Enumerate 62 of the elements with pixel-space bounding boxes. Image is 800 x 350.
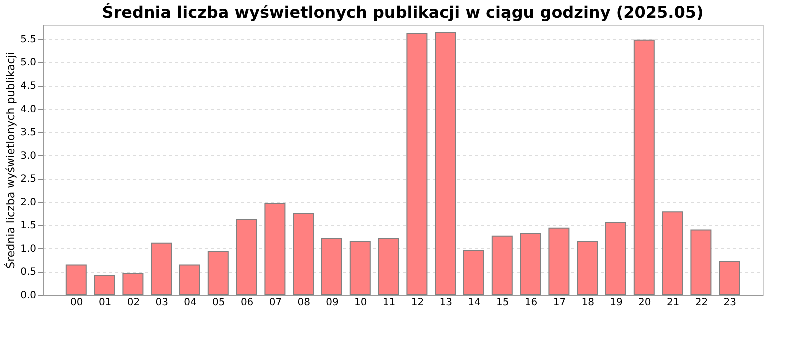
y-tick-label: 5.0 (20, 58, 36, 69)
bar (577, 240, 598, 296)
x-tick-label: 12 (411, 298, 424, 308)
bar (208, 251, 229, 296)
y-tick-label: 4.0 (20, 104, 36, 116)
x-tick-label: 22 (695, 298, 708, 308)
y-tick-label: 1.5 (20, 220, 36, 232)
chart-title: Średnia liczba wyświetlonych publikacji w ciągu godziny (2025.05) (102, 3, 704, 22)
bar (180, 264, 200, 296)
y-tick-label: 1.0 (20, 244, 36, 255)
y-tick-label: 5.5 (20, 34, 36, 46)
x-tick-label: 13 (440, 298, 452, 308)
bar (464, 250, 484, 296)
x-tick-label: 06 (240, 298, 254, 308)
x-tick-label: 05 (212, 298, 226, 308)
x-tick-label: 08 (298, 298, 310, 308)
x-tick-label: 11 (382, 298, 396, 308)
x-tick-label: 09 (326, 298, 339, 308)
y-tick-label: 3.5 (20, 128, 36, 139)
x-tick-label: 21 (666, 298, 680, 308)
bar (406, 33, 428, 296)
bar (634, 40, 655, 296)
x-tick-label: 00 (70, 298, 84, 308)
x-tick-label: 16 (524, 298, 538, 308)
y-tick-label: 0.5 (20, 267, 36, 278)
x-tick-label: 03 (156, 298, 168, 308)
x-tick-label: 01 (98, 298, 112, 308)
y-tick-label: 0.0 (20, 290, 36, 302)
y-tick-label: 4.5 (20, 81, 36, 92)
bar (94, 274, 116, 296)
x-tick-label: 19 (610, 298, 623, 308)
bar (662, 212, 684, 296)
bar (264, 203, 286, 296)
x-tick-label: 02 (127, 298, 140, 308)
bar (435, 32, 456, 296)
bar (492, 236, 513, 296)
bar (293, 214, 314, 296)
x-tick-label: 20 (638, 298, 652, 308)
y-axis-title: Średnia liczba wyświetlonych publikacji (4, 52, 18, 269)
bar (520, 234, 542, 296)
bar (122, 273, 144, 296)
x-tick-label: 10 (354, 298, 368, 308)
x-tick-label: 07 (269, 298, 282, 308)
y-tick-label: 3.0 (20, 150, 36, 162)
bar (66, 264, 87, 296)
y-tick-label: 2.5 (20, 174, 36, 186)
x-tick-label: 18 (582, 298, 594, 308)
bar (606, 222, 626, 296)
bar (350, 241, 371, 296)
x-tick-label: 04 (184, 298, 197, 308)
x-tick-label: 15 (496, 298, 510, 308)
x-tick-label: 17 (553, 298, 566, 308)
bar (236, 220, 258, 296)
x-tick-label: 23 (724, 298, 736, 308)
y-tick-label: 2.0 (20, 197, 36, 208)
bar (548, 228, 570, 296)
bar (322, 238, 342, 296)
bar (719, 260, 740, 296)
bar (378, 238, 400, 296)
x-tick-label: 14 (468, 298, 481, 308)
bar (690, 230, 712, 296)
bar (151, 242, 172, 296)
